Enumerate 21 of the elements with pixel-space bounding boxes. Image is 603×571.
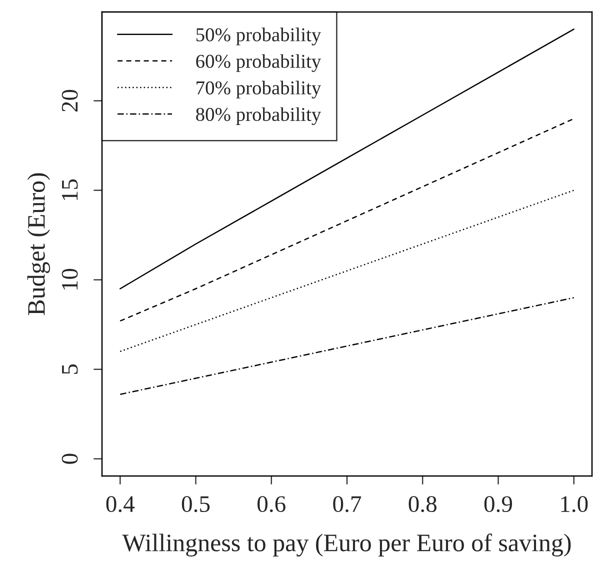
x-tick-label: 0.5 [182,496,210,512]
x-tick-label: 0.9 [484,496,512,512]
legend-label: 50% probability [196,28,322,46]
x-axis-title: Willingness to pay (Euro per Euro of saving) [122,534,571,557]
legend-label: 70% probability [196,80,322,98]
legend-label: 60% probability [196,54,322,72]
x-tick-label: 0.6 [258,496,286,512]
x-tick-label: 0.7 [333,496,362,512]
legend-label: 80% probability [196,107,322,126]
y-tick-label: 0 [62,454,78,464]
line-series [120,190,574,352]
x-tick-label: 0.4 [106,496,135,512]
y-tick-label: 5 [62,364,78,374]
y-tick-label: 10 [62,268,78,290]
x-tick-label: 1.0 [561,496,588,512]
line-series [120,297,574,395]
y-axis-title: Budget (Euro) [27,173,50,316]
y-tick-label: 15 [62,179,78,200]
line-series [120,28,574,290]
y-tick-label: 20 [62,90,78,112]
x-tick-label: 0.8 [408,496,436,512]
